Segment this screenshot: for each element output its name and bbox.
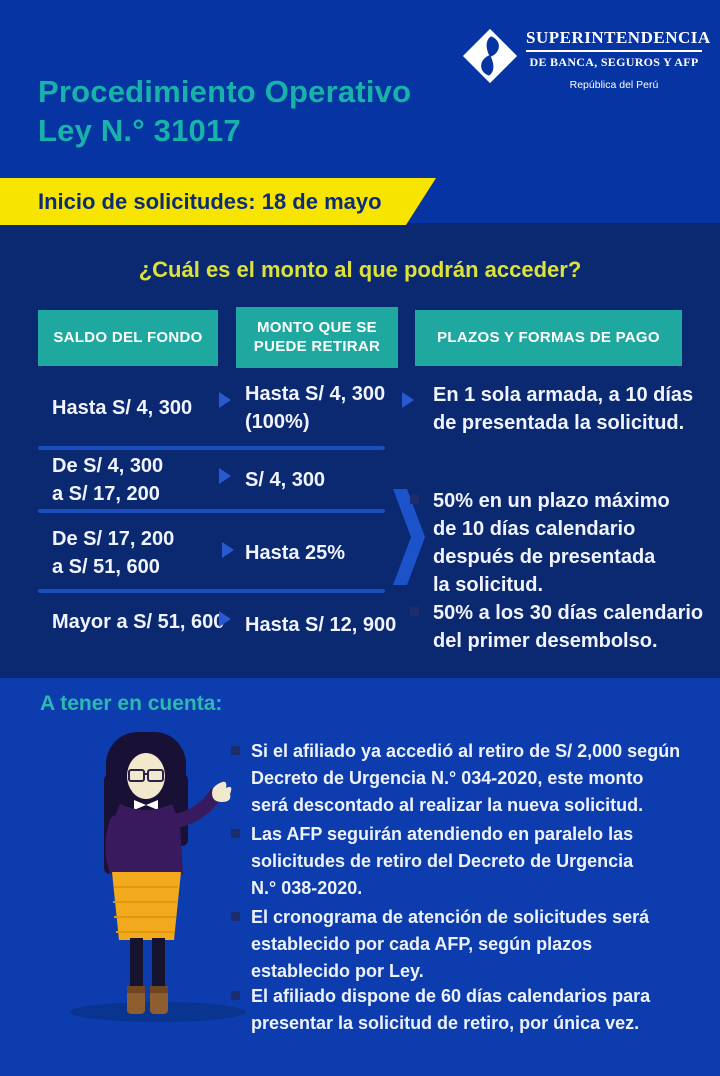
note-item-2: Las AFP seguirán atendiendo en paralelo …	[251, 824, 634, 898]
monto-cell-1: Hasta S/ 4, 300 (100%)	[245, 383, 386, 433]
note-bullet-icon	[231, 746, 240, 755]
saldo-cell-1: Hasta S/ 4, 300	[52, 397, 193, 419]
note-item-4: El afiliado dispone de 60 días calendari…	[251, 986, 651, 1033]
page-title: Procedimiento Operativo Ley N.° 31017	[38, 74, 412, 148]
note-bullet-icon	[231, 829, 240, 838]
start-date-banner: Inicio de solicitudes: 18 de mayo	[0, 178, 436, 225]
start-date-label: Inicio de solicitudes: 18 de mayo	[38, 189, 382, 214]
bullet-square-icon	[410, 607, 419, 616]
saldo-cell-2: De S/ 4, 300 a S/ 17, 200	[52, 455, 164, 505]
woman-presenter-illustration	[50, 722, 250, 1029]
note-bullet-icon	[231, 991, 240, 1000]
org-subtitle: DE BANCA, SEGUROS Y AFP	[529, 55, 699, 69]
flow-arrow-icon	[219, 611, 231, 627]
column-header-saldo: SALDO DEL FONDO	[38, 310, 218, 366]
bullet-square-icon	[410, 495, 419, 504]
column-header-plazos: PLAZOS Y FORMAS DE PAGO	[415, 310, 682, 366]
sbs-logo: SUPERINTENDENCIA DE BANCA, SEGUROS Y AFP…	[462, 28, 710, 91]
plazos-cell-1: En 1 sola armada, a 10 días de presentad…	[433, 384, 694, 434]
flow-arrow-icon	[222, 542, 234, 558]
row-divider	[38, 446, 385, 450]
monto-cell-3: Hasta 25%	[245, 542, 346, 564]
note-item-1: Si el afiliado ya accedió al retiro de S…	[251, 741, 681, 815]
plazos-bullet-2: 50% a los 30 días calendario del primer …	[433, 602, 704, 652]
big-chevron-icon	[391, 489, 425, 590]
org-name: SUPERINTENDENCIA	[526, 28, 710, 52]
row-divider	[38, 509, 385, 513]
sbs-logo-text: SUPERINTENDENCIA DE BANCA, SEGUROS Y AFP…	[526, 28, 710, 91]
org-country: República del Perú	[569, 79, 659, 91]
question-heading: ¿Cuál es el monto al que podrán acceder?	[138, 257, 582, 282]
notes-heading: A tener en cuenta:	[40, 692, 223, 715]
column-header-monto: MONTO QUE SE PUEDE RETIRAR	[236, 307, 398, 368]
flow-arrow-icon	[219, 392, 231, 408]
saldo-cell-3: De S/ 17, 200 a S/ 51, 600	[52, 528, 175, 578]
saldo-cell-4: Mayor a S/ 51, 600	[52, 611, 225, 633]
sbs-diamond-icon	[462, 28, 518, 89]
flow-arrow-icon	[402, 392, 414, 408]
note-bullet-icon	[231, 912, 240, 921]
flow-arrow-icon	[219, 468, 231, 484]
monto-cell-2: S/ 4, 300	[245, 469, 326, 491]
note-item-3: El cronograma de atención de solicitudes…	[251, 907, 650, 981]
plazos-bullet-1: 50% en un plazo máximo de 10 días calend…	[433, 490, 670, 596]
row-divider	[38, 589, 385, 593]
monto-cell-4: Hasta S/ 12, 900	[245, 614, 397, 636]
table-section-background	[0, 223, 720, 678]
